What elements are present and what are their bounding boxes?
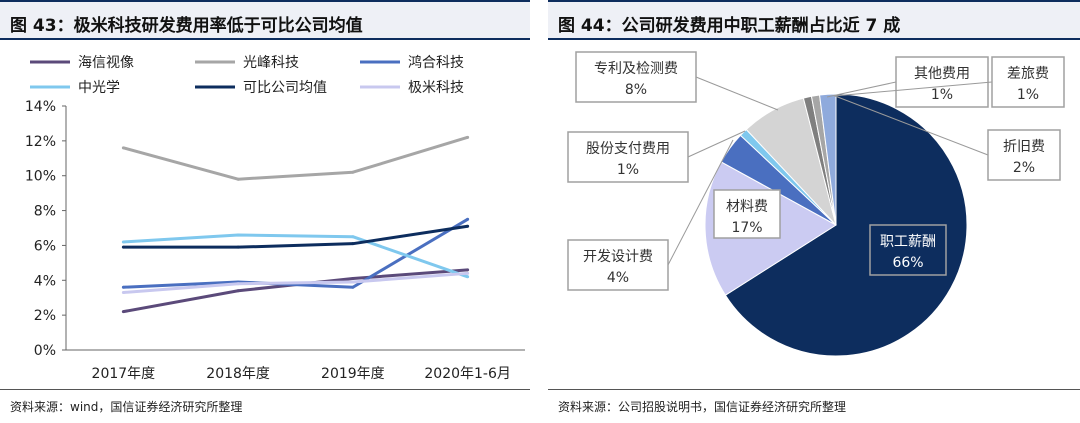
legend-label: 极米科技 <box>408 80 464 96</box>
left-footer-rule <box>0 389 530 390</box>
pie-slice <box>819 93 837 226</box>
data-point <box>121 285 125 289</box>
slice-value-label: 1% <box>617 162 639 178</box>
series-line <box>123 224 468 249</box>
series-line <box>122 135 469 181</box>
y-tick-label: 4% <box>34 273 56 289</box>
data-point <box>236 289 240 293</box>
series-line <box>123 271 468 294</box>
right-footer-rule <box>548 389 1080 390</box>
data-point <box>351 277 355 281</box>
y-tick-label: 10% <box>25 169 56 185</box>
legend-label: 海信视像 <box>78 55 134 71</box>
y-tick-label: 8% <box>34 204 56 220</box>
slice-value-label: 1% <box>1017 87 1039 103</box>
left-chart-panel: 图 43：极米科技研发费用率低于可比公司均值 0% 2% 4% 6% 8% 10% 12% 1… <box>0 0 530 423</box>
slice-name-label: 其他费用 <box>914 66 970 82</box>
slice-name-label: 折旧费 <box>1003 139 1045 155</box>
y-tick-label: 14% <box>25 99 56 115</box>
right-title-bar: 图 44：公司研发费用中职工薪酬占比近 7 成 <box>548 0 1080 40</box>
legend-label: 光峰科技 <box>243 55 299 71</box>
data-point <box>351 170 355 174</box>
callout-box <box>713 189 781 239</box>
y-tick-label: 0% <box>34 343 56 359</box>
slice-value-label: 17% <box>731 220 762 236</box>
callout-leader <box>695 76 779 111</box>
right-chart-title: 图 44：公司研发费用中职工薪酬占比近 7 成 <box>558 16 901 36</box>
right-source-note: 资料来源：公司招股说明书，国信证券经济研究所整理 <box>558 400 847 414</box>
slice-name-label: 开发设计费 <box>583 249 653 265</box>
line-chart: 0% 2% 4% 6% 8% 10% 12% 14% 2017年度 2018年度 2019年度 202… <box>25 54 525 382</box>
callout-leader <box>834 95 989 156</box>
callout-box <box>991 56 1065 108</box>
data-point <box>121 240 125 244</box>
callout-box <box>567 239 669 291</box>
callout-leader <box>833 81 993 97</box>
y-tick-label: 2% <box>34 308 56 324</box>
callout-box <box>987 129 1061 181</box>
pie-chart: 职工薪酬 66% 材料费 17% 开发设计费 4% 股份支付费用 1% 专利及检测费 8% 其他费用… <box>567 51 1065 357</box>
y-tick-label: 12% <box>25 134 56 150</box>
slice-value-label: 4% <box>607 270 629 286</box>
left-chart-title: 图 43：极米科技研发费用率低于可比公司均值 <box>10 16 363 36</box>
legend-label: 可比公司均值 <box>243 80 327 96</box>
data-point <box>466 217 470 221</box>
legend-label: 鸿合科技 <box>408 54 464 71</box>
data-point <box>466 135 470 139</box>
x-tick-label: 2020年1-6月 <box>424 366 511 382</box>
slice-name-label: 职工薪酬 <box>880 234 936 250</box>
y-tick-label: 6% <box>34 238 56 254</box>
callout-leader <box>826 81 897 98</box>
left-title-bar: 图 43：极米科技研发费用率低于可比公司均值 <box>0 0 530 40</box>
data-point <box>351 285 355 289</box>
data-point <box>236 177 240 181</box>
x-tick-label: 2017年度 <box>92 366 156 382</box>
data-point <box>121 310 125 314</box>
data-point <box>351 235 355 239</box>
callout-box <box>869 224 947 276</box>
callout-box <box>895 56 989 108</box>
callout-leader <box>667 139 734 266</box>
slice-name-label: 股份支付费用 <box>586 141 670 157</box>
data-point <box>236 245 240 249</box>
callout-box <box>575 51 697 103</box>
slice-value-label: 2% <box>1013 160 1035 176</box>
data-point <box>121 290 125 294</box>
data-point <box>351 280 355 284</box>
data-point <box>236 233 240 237</box>
data-point <box>466 224 470 228</box>
series-line <box>123 217 469 289</box>
right-chart-panel: 图 44：公司研发费用中职工薪酬占比近 7 成 职工薪酬 66% 材料费 17% 开发设… <box>548 0 1080 423</box>
data-point <box>466 275 470 279</box>
data-point <box>351 242 355 246</box>
slice-value-label: 66% <box>892 255 923 271</box>
callout-box <box>567 131 689 183</box>
callout-leader <box>687 130 746 158</box>
x-tick-label: 2019年度 <box>321 366 385 382</box>
slice-name-label: 差旅费 <box>1007 66 1049 82</box>
slice-value-label: 8% <box>625 82 647 98</box>
data-point <box>121 146 125 150</box>
series-line <box>123 233 469 279</box>
data-point <box>466 271 470 275</box>
x-tick-label: 2018年度 <box>206 366 270 382</box>
data-point <box>466 268 470 272</box>
data-point <box>236 282 240 286</box>
slice-name-label: 材料费 <box>726 199 768 215</box>
slice-value-label: 1% <box>931 87 953 103</box>
left-source-note: 资料来源：wind，国信证券经济研究所整理 <box>10 400 243 414</box>
legend-label: 中光学 <box>78 80 120 96</box>
slice-name-label: 专利及检测费 <box>594 61 678 77</box>
pie-slice <box>724 93 968 357</box>
data-point <box>121 245 125 249</box>
